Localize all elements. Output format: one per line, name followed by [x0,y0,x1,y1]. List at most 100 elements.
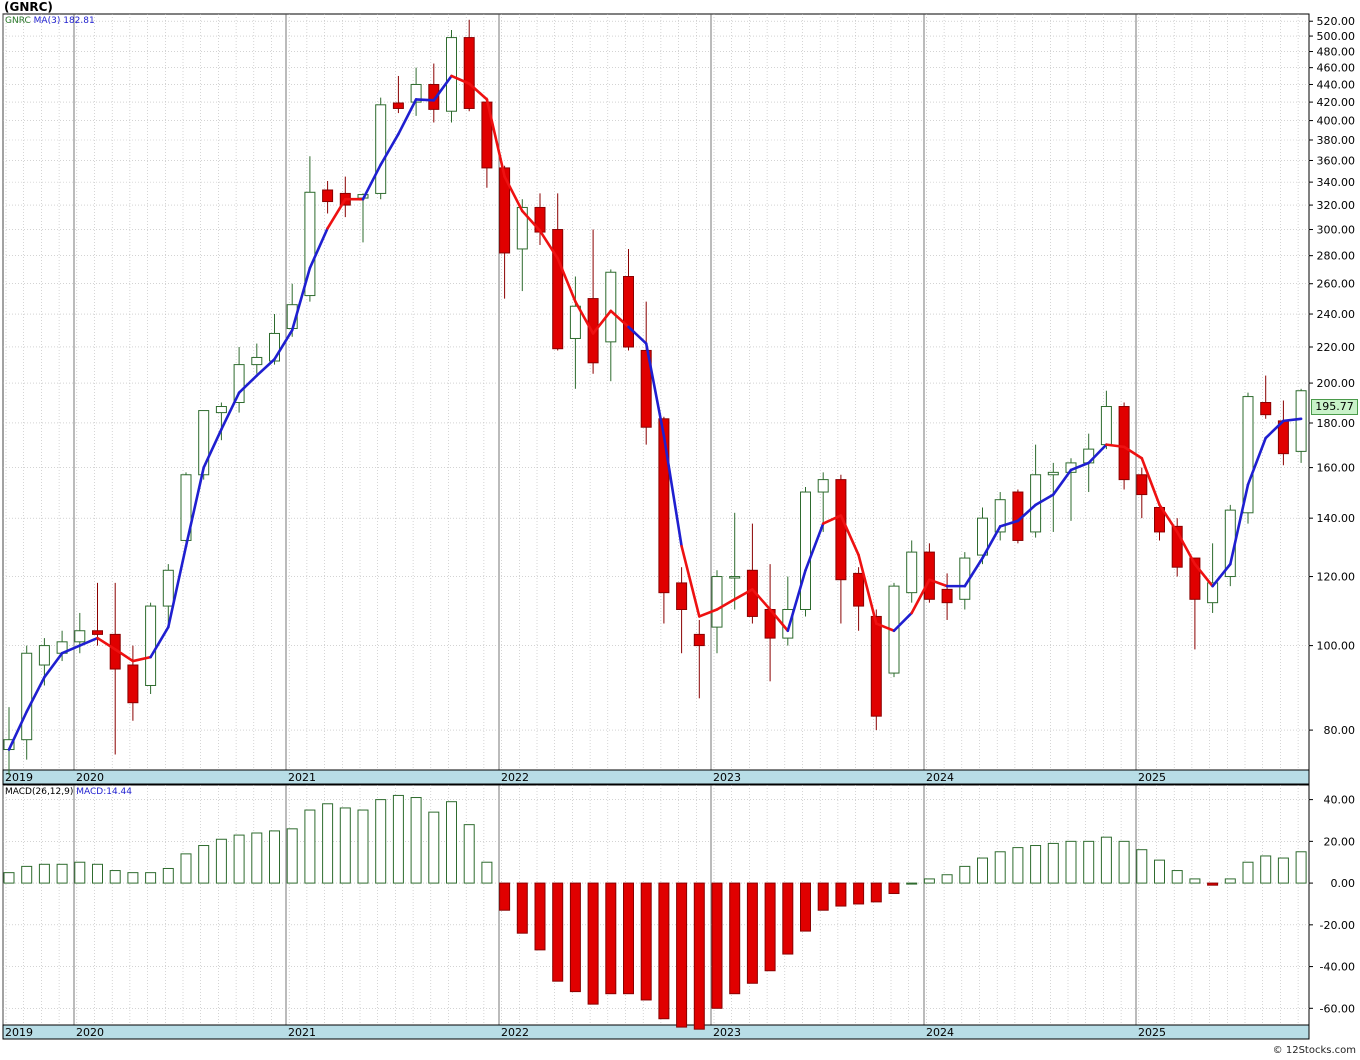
macd-bar [198,845,210,884]
macd-bar [92,863,103,884]
macd-bar [817,882,829,911]
macd-bars [3,794,1307,1030]
candle [145,605,157,686]
candle [1136,474,1148,496]
candle [215,406,227,414]
y-tick-label: 320.00 [1317,199,1356,212]
ma3-segment [1158,503,1179,534]
candle [711,576,723,628]
ma3-segment [1016,503,1037,523]
macd-bar [658,882,670,1020]
ma3-segment [963,556,984,588]
y-tick-label: 140.00 [1317,512,1356,525]
ma3-segment [326,197,347,230]
candle [729,576,741,579]
candle [623,276,634,348]
candle [835,479,847,581]
candle [1189,557,1201,600]
y-tick-label: 300.00 [1317,224,1356,237]
y-tick-label: 260.00 [1317,278,1356,291]
macd-y-tick-label: 40.00 [1324,794,1356,807]
macd-bar [127,872,139,884]
candle [322,189,334,203]
macd-bar [38,863,50,884]
y-tick-label: 460.00 [1317,62,1356,75]
ma3-segment [981,525,1002,560]
ma3-segment [467,82,489,101]
y-tick-label: 480.00 [1317,46,1356,59]
candle [127,664,139,704]
ma3-segment [1052,468,1073,496]
macd-y-tick-label: 20.00 [1324,835,1356,848]
y-tick-label: 100.00 [1317,640,1356,653]
candle [1242,396,1254,514]
macd-bar [1171,870,1183,884]
x-year-label: 2021 [288,771,316,784]
ma3-segment [397,98,418,136]
macd-bar [322,803,334,884]
candle [1260,402,1272,416]
macd-bar [782,882,794,955]
candle [693,633,705,647]
legend-symbol: GNRC [5,16,31,26]
macd-bar [923,878,935,884]
x-year-label: 2021 [288,1026,316,1039]
ma3-segment [998,519,1020,528]
ma3-segment [361,163,383,201]
ma3-segment [680,544,701,618]
ma3-segment [821,514,843,525]
y-tick-label: 240.00 [1317,308,1356,321]
ma3-segment [290,266,312,332]
macd-bar [1065,840,1077,884]
legend-ma-value: 182.81 [63,16,95,26]
candle [74,630,86,643]
macd-bar [499,882,511,911]
macd-bar [1118,840,1130,884]
ma3-segment [1193,562,1214,588]
candle [817,479,829,493]
y-tick-label: 360.00 [1317,154,1356,167]
macd-bar [853,882,865,905]
ma3-segment [662,434,683,548]
x-year-label: 2022 [501,771,529,784]
ma3-segment [520,209,542,233]
macd-bar [375,799,387,884]
x-year-label: 2025 [1138,771,1166,784]
ma3-segment [503,175,524,213]
candle [304,191,316,297]
macd-bar [392,794,404,884]
ma3-segment [131,655,152,663]
ma3-segment [78,636,99,647]
macd-bar [587,882,599,1005]
macd-bar [640,882,652,1001]
x-year-label: 2024 [926,771,954,784]
candle [463,37,475,109]
y-tick-label: 520.00 [1317,15,1356,28]
macd-y-tick-label: -40.00 [1320,961,1355,974]
candle [1047,471,1059,476]
ma3-segment [379,132,400,167]
macd-bar [977,857,988,884]
ma3-segment [255,357,276,377]
macd-bar [357,809,369,884]
macd-bar [428,811,440,884]
candle [923,551,935,600]
macd-bar [410,797,422,884]
ma3-line [7,74,1303,751]
ma3-segment [1034,493,1055,507]
candle [516,206,528,250]
y-tick-label: 180.00 [1317,417,1356,430]
macd-bar [21,865,33,884]
macd-bar [729,882,741,995]
macd-legend: MACD(26,12,9) MACD:14.44 [5,787,132,797]
macd-bar [56,863,68,884]
ma3-segment [627,325,648,345]
y-tick-label: 440.00 [1317,78,1356,91]
y-tick-label: 80.00 [1324,724,1356,737]
ma3-segment [414,98,436,102]
y-tick-label: 400.00 [1317,115,1356,128]
macd-bar [623,882,634,995]
macd-bar [3,872,15,884]
macd-bar [870,882,882,903]
